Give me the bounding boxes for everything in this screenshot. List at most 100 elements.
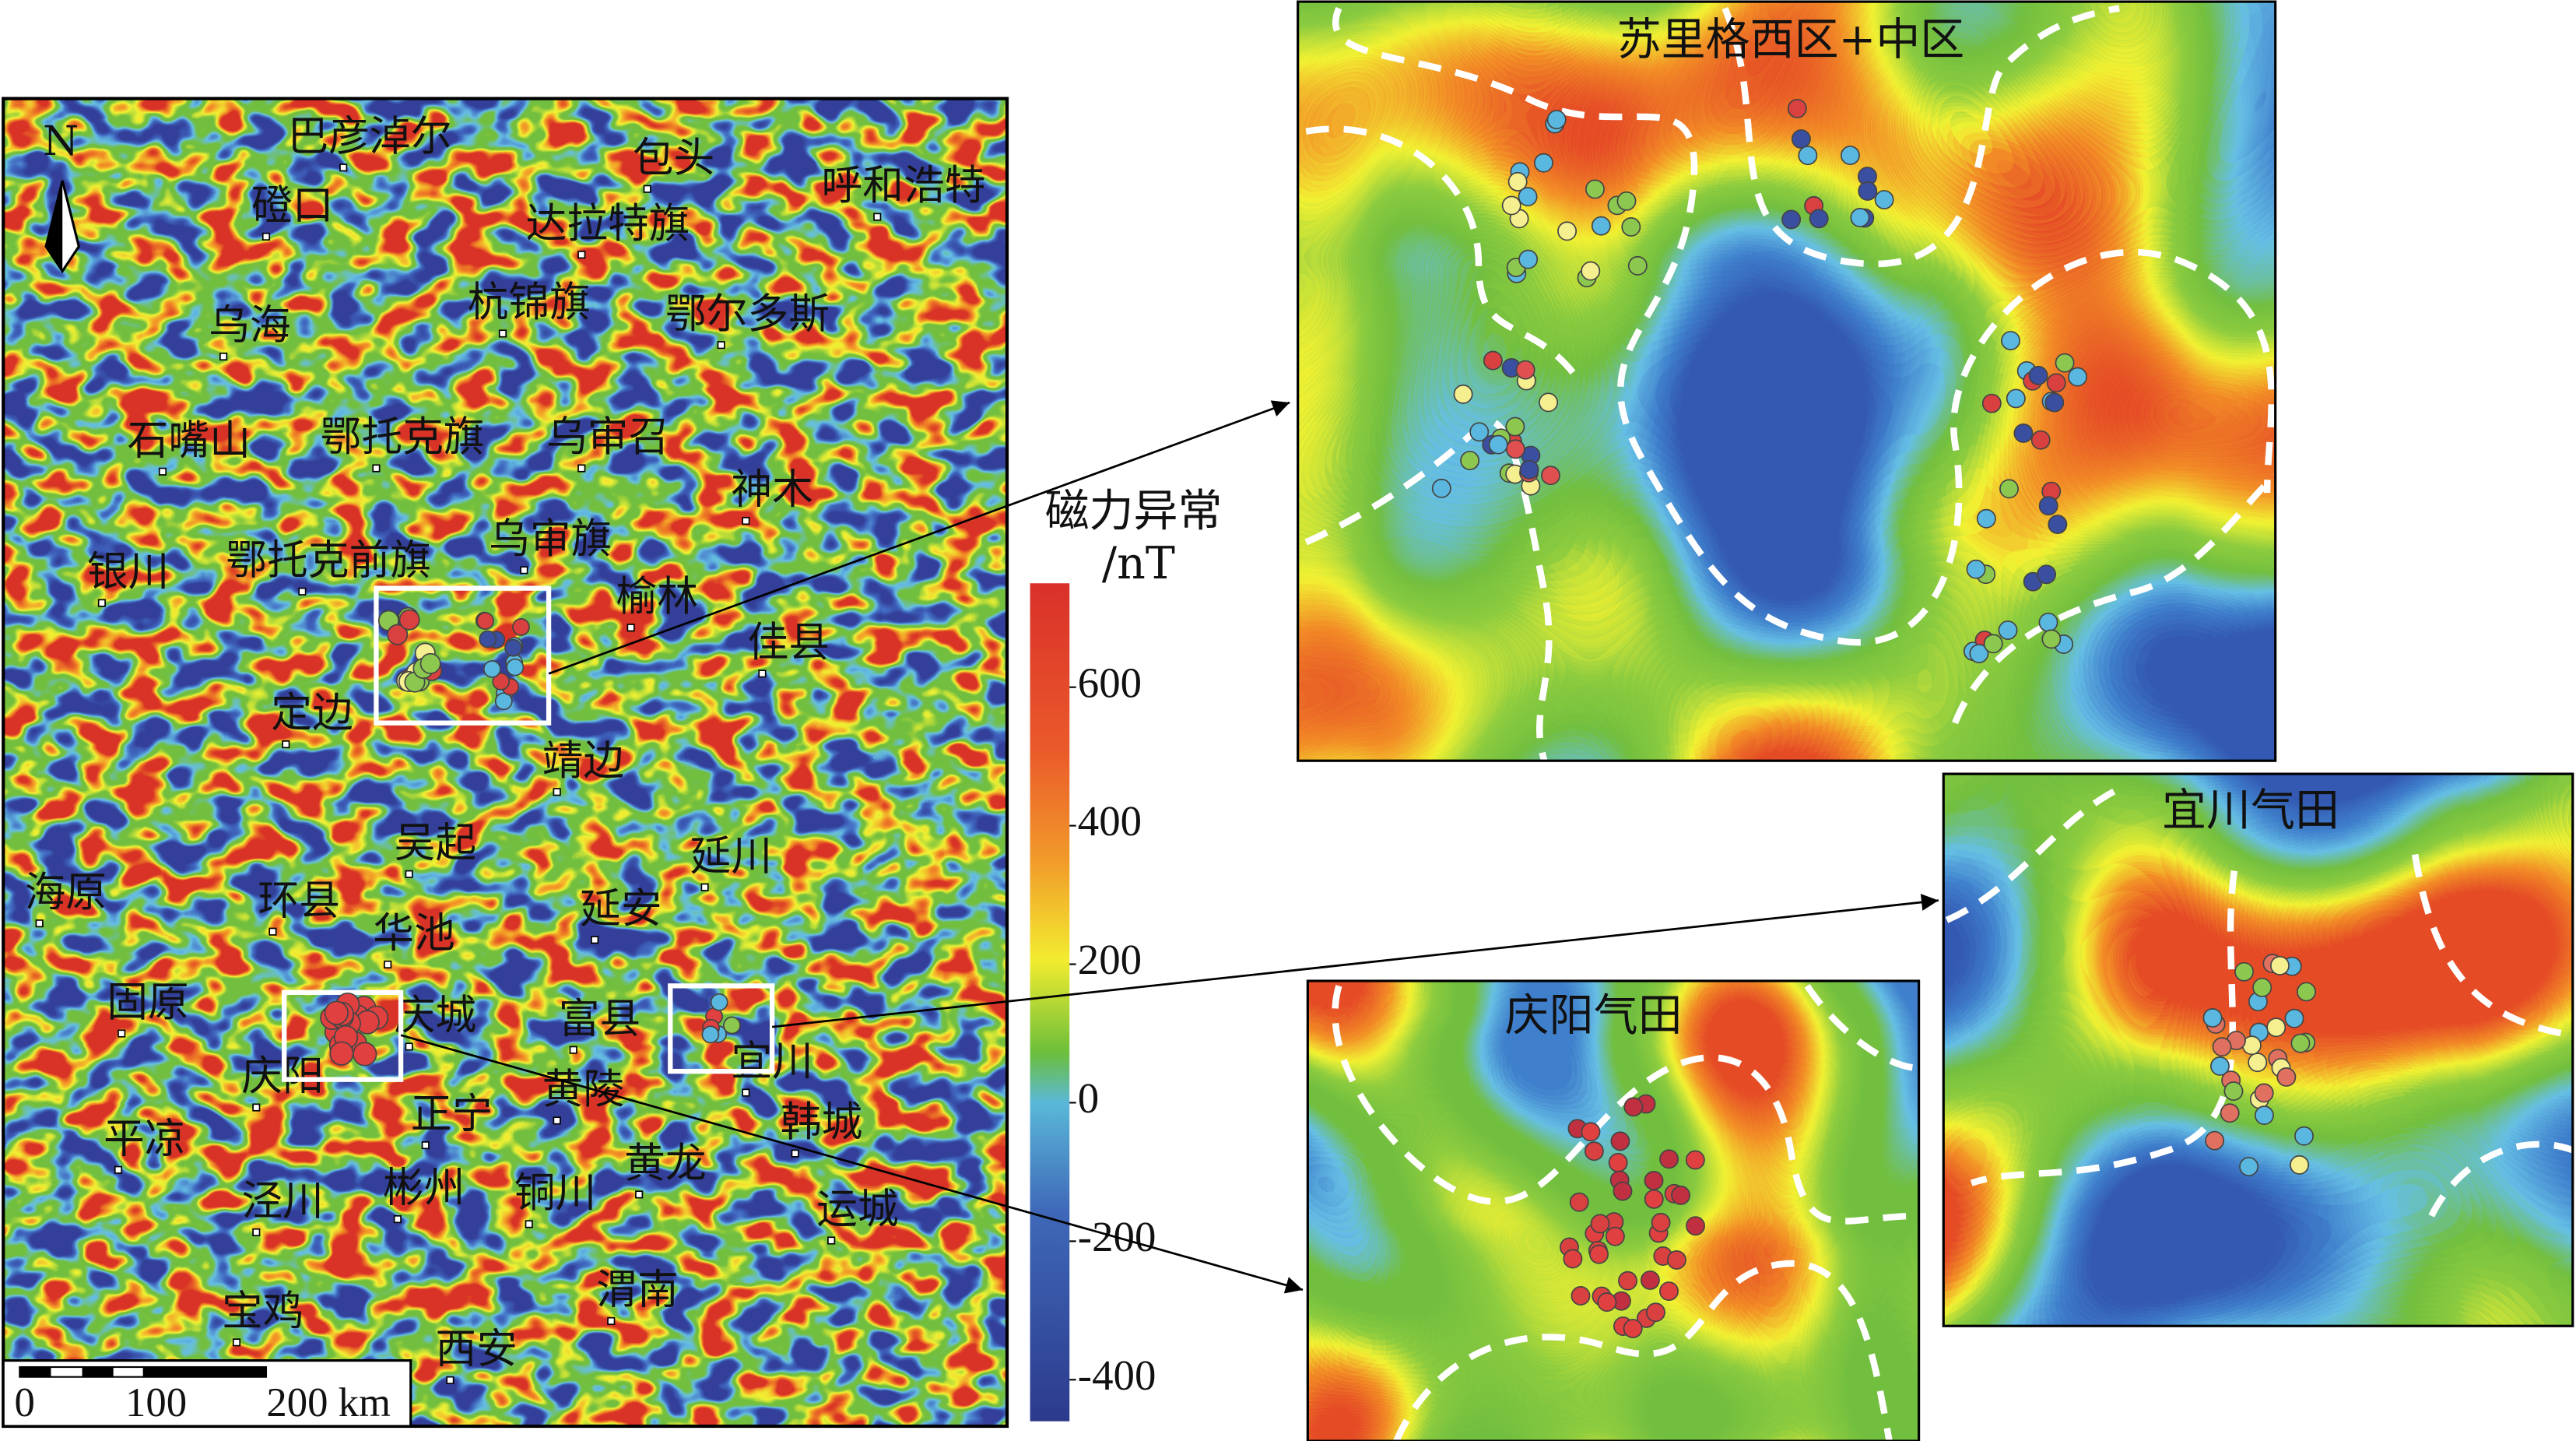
well-dot <box>1787 98 1807 118</box>
well-dot <box>1644 1189 1664 1209</box>
well-dot <box>2284 1008 2304 1028</box>
city-label: 包头 <box>633 134 715 181</box>
city-marker <box>393 1215 402 1224</box>
well-dot <box>1627 255 1648 276</box>
well-dot <box>1590 1214 1610 1234</box>
well-dot <box>1998 620 2018 640</box>
city-label: 吴起 <box>395 819 477 866</box>
city-label: 佳县 <box>748 619 830 666</box>
well-dot <box>2254 1105 2274 1126</box>
well-dot <box>1621 217 1641 237</box>
well-dot <box>1610 1131 1630 1151</box>
city-marker <box>405 870 413 878</box>
well-dot <box>506 658 525 677</box>
well-dot <box>2202 1008 2223 1028</box>
city-label: 泾川 <box>241 1178 324 1225</box>
well-dot <box>2013 424 2034 443</box>
north-label: N <box>43 118 79 165</box>
city-marker <box>252 1103 261 1112</box>
city-marker <box>742 1088 750 1097</box>
city-label: 乌海 <box>209 302 291 350</box>
well-dot <box>1540 466 1560 486</box>
scale-label: 200 km <box>266 1380 391 1425</box>
well-dot <box>1659 1281 1679 1302</box>
city-label: 固原 <box>107 979 189 1026</box>
well-dot <box>2270 955 2290 975</box>
city-marker <box>607 1316 616 1325</box>
well-dot <box>479 630 497 648</box>
well-dot <box>1608 1152 1628 1172</box>
well-dot <box>2234 961 2255 982</box>
well-dot <box>2223 1081 2244 1102</box>
city-label: 华池 <box>373 910 455 958</box>
city-marker <box>626 624 635 632</box>
city-marker <box>827 1236 836 1245</box>
city-label: 宝鸡 <box>222 1288 304 1335</box>
well-dot <box>1507 171 1528 192</box>
well-dot <box>419 652 441 674</box>
city-label: 延川 <box>690 832 773 880</box>
well-dot <box>1983 634 2003 654</box>
well-dot <box>1584 1141 1604 1162</box>
well-dot <box>1518 187 1538 207</box>
well-dot <box>1966 559 1986 579</box>
well-dot <box>1569 1192 1589 1212</box>
city-marker <box>261 232 271 241</box>
well-dot <box>504 638 522 657</box>
well-dot <box>1539 392 1559 413</box>
colorbar-tick-label: 200 <box>1078 936 1142 983</box>
well-dot <box>2038 496 2058 516</box>
well-dot <box>494 692 513 711</box>
well-dot <box>1616 191 1637 211</box>
well-dot <box>2030 430 2051 450</box>
city-label: 庆城 <box>395 992 477 1039</box>
colorbar-tick-label: 0 <box>1078 1074 1099 1122</box>
city-label: 环县 <box>258 877 340 924</box>
well-dot <box>1671 1185 1691 1205</box>
well-dot <box>2037 564 2057 585</box>
well-dot <box>1571 1286 1591 1306</box>
colorbar-tick-label: -400 <box>1078 1351 1156 1399</box>
city-marker <box>372 464 381 473</box>
colorbar-tick-label: 400 <box>1078 797 1142 845</box>
city-label: 达拉特旗 <box>526 200 690 248</box>
north-arrow: N <box>43 118 81 274</box>
well-dot <box>2055 353 2075 373</box>
well-dot <box>1809 209 1829 229</box>
city-marker <box>569 1046 577 1054</box>
well-dot <box>1519 459 1539 480</box>
inset-title: 苏里格西区+中区 <box>1617 14 1965 65</box>
city-label: 富县 <box>559 995 641 1042</box>
well-dot <box>1976 508 1996 529</box>
city-marker <box>498 329 507 338</box>
inset-qingyang: 庆阳气田 <box>1306 979 1921 1441</box>
city-marker <box>700 883 709 891</box>
well-dot <box>701 1025 720 1044</box>
city-label: 韩城 <box>781 1098 863 1146</box>
city-marker <box>791 1149 799 1158</box>
well-dot <box>1581 1122 1601 1142</box>
city-marker <box>520 566 528 575</box>
inset-sulige: 苏里格西区+中区 <box>1297 0 2278 762</box>
well-dot <box>2044 392 2065 413</box>
city-label: 鄂尔多斯 <box>665 290 830 338</box>
well-dot <box>2248 1053 2268 1073</box>
city-label: 黄龙 <box>624 1140 707 1187</box>
well-dot <box>2048 515 2068 535</box>
city-label: 榆林 <box>616 573 699 620</box>
city-label: 彬州 <box>383 1165 465 1212</box>
well-dot <box>1640 1270 1660 1290</box>
well-dot <box>1999 479 2019 499</box>
well-dot <box>1585 179 1605 199</box>
city-marker <box>525 1220 533 1228</box>
well-dot <box>1645 1302 1665 1323</box>
well-dot <box>2046 373 2066 393</box>
well-dot <box>1453 384 1473 404</box>
well-dot <box>1618 1271 1637 1291</box>
city-marker <box>405 1042 413 1051</box>
city-marker <box>268 927 277 936</box>
city-marker <box>446 1376 454 1384</box>
well-dot <box>1460 451 1480 471</box>
well-dot <box>2290 1155 2310 1175</box>
